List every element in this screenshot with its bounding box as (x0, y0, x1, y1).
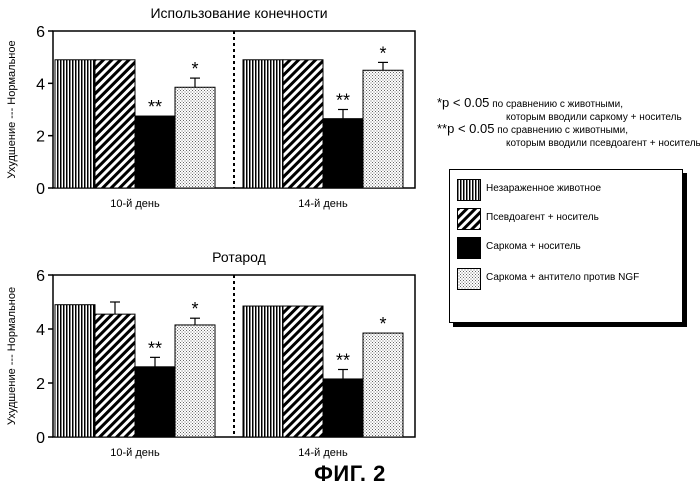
chart-2-title: Ротарод (212, 249, 266, 265)
legend-label-sham: Псевдоагент + носитель (486, 212, 678, 224)
note-1-line1: по сравнению с животными, (492, 99, 623, 110)
legend-swatch-diagonal (457, 208, 481, 230)
chart-1-bar-1-4 (175, 87, 215, 188)
chart-1-category-label-1: 10-й день (110, 198, 160, 210)
chart-2-ytick-label-4: 4 (36, 322, 45, 339)
legend-label-sarcoma-vehicle: Саркома + носитель (486, 241, 678, 253)
chart-2-bar-1-1 (55, 305, 95, 437)
note-1-mark: *p < 0.05 (437, 95, 489, 110)
significance-note-1: *p < 0.05 по сравнению с животными, кото… (437, 96, 682, 124)
figure-caption: ФИГ. 2 (0, 461, 700, 487)
chart-2-significance-1-4: * (191, 299, 198, 319)
chart-1-bar-1-1 (55, 60, 95, 188)
chart-2-bar-1-2 (95, 314, 135, 437)
significance-note-2: **p < 0.05 по сравнению с животными, кот… (437, 122, 700, 150)
chart-1-ytick-label-2: 2 (36, 129, 45, 146)
chart-1-bar-1-2 (95, 60, 135, 188)
legend-swatch-solid (457, 237, 481, 259)
note-2-mark: **p < 0.05 (437, 121, 494, 136)
chart-1-significance-2-4: * (379, 43, 386, 63)
chart-1-bar-2-2 (283, 60, 323, 188)
chart-1-ytick-label-6: 6 (36, 24, 45, 41)
chart-2-bar-1-4 (175, 325, 215, 437)
chart-1-significance-1-3: ** (148, 97, 162, 117)
chart-1-bar-2-3 (323, 119, 363, 188)
chart-2-bar-1-3 (135, 367, 175, 437)
chart-2-bar-2-2 (283, 306, 323, 437)
chart-2-significance-1-3: ** (148, 338, 162, 358)
chart-2-bar-2-3 (323, 379, 363, 437)
chart-1-ylabel: Ухудшение --- Нормальное (6, 40, 18, 178)
chart-1-ytick-label-0: 0 (36, 181, 45, 198)
chart-2-ytick-label-0: 0 (36, 430, 45, 447)
chart-1-ytick-label-4: 4 (36, 76, 45, 93)
chart-2-ytick-label-2: 2 (36, 376, 45, 393)
chart-2-ytick-label-6: 6 (36, 268, 45, 285)
chart-1-bar-2-1 (243, 60, 283, 188)
chart-1-significance-2-3: ** (336, 91, 350, 111)
legend-swatch-dots (457, 268, 481, 290)
chart-2-category-label-1: 10-й день (110, 447, 160, 459)
chart-2-bar-2-1 (243, 306, 283, 437)
legend-swatch-vertical (457, 179, 481, 201)
chart-2-significance-2-4: * (379, 314, 386, 334)
charts-layer: Использование конечности Ухудшение --- Но… (6, 5, 415, 459)
chart-2-bar-2-4 (363, 333, 403, 437)
chart-1-category-label-2: 14-й день (298, 198, 348, 210)
legend-label-uninfected: Незараженное животное (486, 183, 678, 195)
note-2-line1: по сравнению с животными, (497, 125, 628, 136)
chart-1-significance-1-4: * (191, 59, 198, 79)
chart-1-bar-2-4 (363, 70, 403, 188)
legend-label-sarcoma-antibody: Саркома + антитело против NGF (486, 272, 678, 284)
chart-2-ylabel: Ухудшение --- Нормальное (6, 287, 18, 425)
chart-2-category-label-2: 14-й день (298, 447, 348, 459)
chart-2-significance-2-3: ** (336, 351, 350, 371)
chart-1-title: Использование конечности (150, 5, 327, 21)
chart-1-bar-1-3 (135, 116, 175, 188)
legend-box: Незараженное животное Псевдоагент + носи… (449, 169, 683, 323)
note-2-line2: которым вводили псевдоагент + носитель (437, 137, 700, 150)
